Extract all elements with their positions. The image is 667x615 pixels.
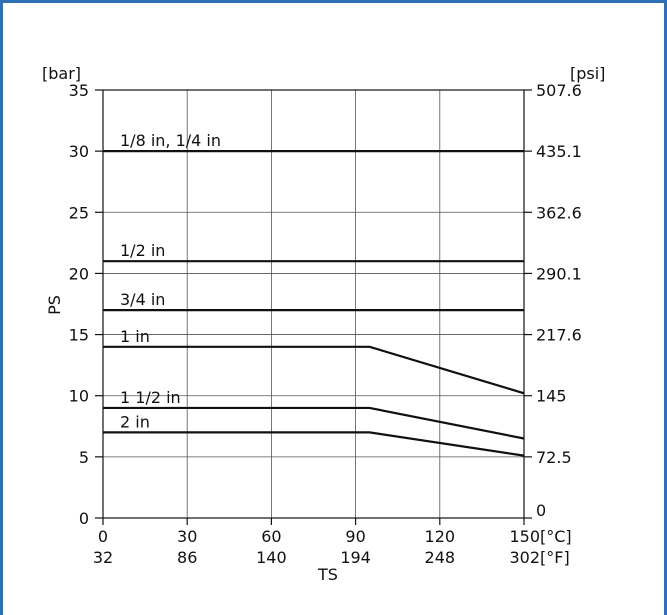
x-axis-label: TS [317, 565, 338, 584]
x-tick-label-f-2: 140 [256, 548, 287, 567]
y-tick-label-left-0: 0 [79, 509, 89, 528]
y-tick-label-left-7: 35 [69, 81, 89, 100]
x-tick-label-c-2: 60 [261, 527, 281, 546]
x-tick-label-f-5: 302 [509, 548, 540, 567]
series-lines [103, 150, 525, 457]
y-tick-label-right-3: 217.6 [536, 326, 582, 345]
left-unit-label: [bar] [42, 64, 81, 83]
x-tick-label-c-0: 0 [98, 527, 108, 546]
series-labels: 1/8 in, 1/4 in 1/2 in 3/4 in 1 in 1 1/2 in 2 … [120, 131, 221, 431]
series-label-1: 1/2 in [120, 241, 165, 260]
y-tick-label-right-1: 72.5 [536, 448, 572, 467]
x-tick-label-c-1: 30 [177, 527, 197, 546]
x-tick-label-c-4: 120 [425, 527, 456, 546]
right-unit-label: [psi] [570, 64, 605, 83]
x-tick-label-f-4: 248 [425, 548, 456, 567]
series-line-4 [103, 406, 525, 440]
y-tick-label-left-3: 15 [69, 326, 89, 345]
plot-area-border [102, 89, 525, 519]
series-line-3 [103, 345, 525, 395]
y-tick-label-left-5: 25 [69, 203, 89, 222]
y-tick-label-right-6: 435.1 [536, 142, 582, 161]
y-tick-label-right-7: 507.6 [536, 81, 582, 100]
series-label-3: 1 in [120, 327, 150, 346]
axis-ticks: 0 5 10 15 20 25 30 35 0 72.5 145 217.6 290.1 362.6 435… [69, 81, 582, 567]
series-label-4: 1 1/2 in [120, 388, 181, 407]
y-tick-label-right-0: 0 [536, 501, 546, 520]
y-tick-label-right-2: 145 [536, 387, 567, 406]
x-tick-label-f-3: 194 [340, 548, 371, 567]
y-tick-label-right-4: 290.1 [536, 264, 582, 283]
series-label-5: 2 in [120, 412, 150, 431]
y-tick-label-left-2: 10 [69, 387, 89, 406]
x-unit-fahrenheit: [°F] [540, 548, 570, 567]
x-unit-celsius: [°C] [540, 527, 572, 546]
y-tick-label-left-1: 5 [79, 448, 89, 467]
y-tick-label-left-4: 20 [69, 264, 89, 283]
y-axis-label: PS [45, 295, 64, 315]
x-tick-label-c-5: 150 [509, 527, 540, 546]
series-line-5 [103, 431, 525, 457]
y-tick-label-right-5: 362.6 [536, 203, 582, 222]
grid-lines [103, 90, 524, 518]
x-tick-label-f-1: 86 [177, 548, 197, 567]
series-label-0: 1/8 in, 1/4 in [120, 131, 221, 150]
x-tick-label-f-0: 32 [93, 548, 113, 567]
series-label-2: 3/4 in [120, 290, 165, 309]
x-tick-label-c-3: 90 [345, 527, 365, 546]
y-tick-label-left-6: 30 [69, 142, 89, 161]
